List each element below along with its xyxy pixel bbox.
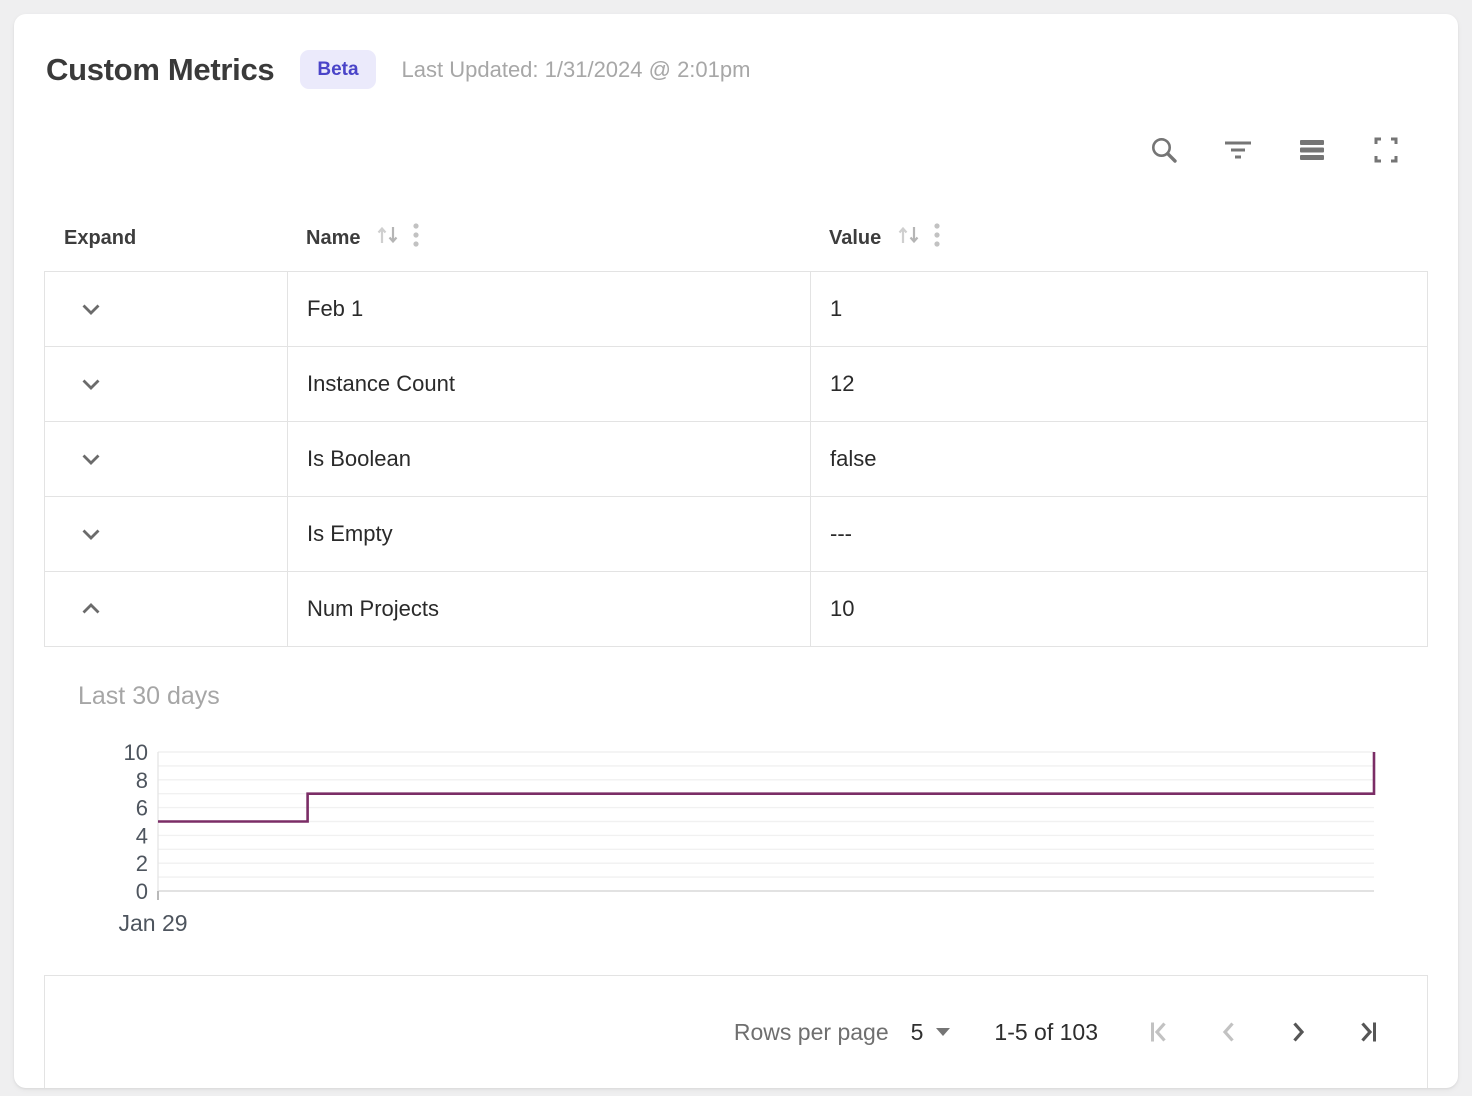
sort-arrows-icon[interactable] bbox=[375, 223, 401, 253]
table-row: Instance Count 12 bbox=[45, 347, 1427, 422]
last-30-days-chart: 0 2 4 6 8 10 Jan 29 bbox=[102, 736, 1388, 952]
table-row: Is Empty --- bbox=[45, 497, 1427, 572]
column-header-name-label: Name bbox=[306, 226, 361, 249]
density-icon[interactable] bbox=[1296, 134, 1328, 166]
toolbar bbox=[1148, 134, 1402, 166]
table-row: Num Projects 10 bbox=[45, 572, 1427, 647]
metric-step-line bbox=[158, 752, 1376, 823]
first-page-icon[interactable] bbox=[1146, 1018, 1174, 1046]
table-row: Is Boolean false bbox=[45, 422, 1427, 497]
pagination-controls bbox=[1146, 1018, 1381, 1046]
row-name-cell: Feb 1 bbox=[287, 272, 810, 346]
y-tick-label: 6 bbox=[136, 796, 148, 821]
column-menu-icon[interactable] bbox=[931, 219, 943, 257]
filter-icon[interactable] bbox=[1222, 134, 1254, 166]
y-tick-label: 4 bbox=[136, 823, 148, 848]
y-tick-label: 10 bbox=[124, 740, 148, 765]
previous-page-icon[interactable] bbox=[1215, 1018, 1243, 1046]
x-tick-label: Jan 29 bbox=[118, 910, 187, 936]
y-tick-label: 8 bbox=[136, 768, 148, 793]
collapse-row-icon[interactable] bbox=[77, 595, 105, 623]
table-header-row: Expand Name Value bbox=[44, 205, 1428, 272]
row-name-cell: Is Empty bbox=[287, 497, 810, 571]
fullscreen-icon[interactable] bbox=[1370, 134, 1402, 166]
y-tick-label: 2 bbox=[136, 851, 148, 876]
custom-metrics-card: Custom Metrics Beta Last Updated: 1/31/2… bbox=[14, 14, 1458, 1088]
chart-title: Last 30 days bbox=[78, 682, 220, 710]
column-header-name[interactable]: Name bbox=[287, 219, 810, 257]
pagination-range-label: 1-5 of 103 bbox=[994, 1018, 1098, 1045]
row-name-cell: Is Boolean bbox=[287, 422, 810, 496]
column-header-expand-label: Expand bbox=[64, 226, 137, 249]
dropdown-caret-icon bbox=[936, 1028, 951, 1036]
next-page-icon[interactable] bbox=[1284, 1018, 1312, 1046]
expand-row-icon[interactable] bbox=[77, 445, 105, 473]
column-header-value-label: Value bbox=[829, 226, 882, 249]
row-name-cell: Instance Count bbox=[287, 347, 810, 421]
row-value-cell: --- bbox=[810, 497, 1427, 571]
rows-per-page-value: 5 bbox=[910, 1018, 924, 1045]
last-updated-text: Last Updated: 1/31/2024 @ 2:01pm bbox=[401, 56, 751, 82]
column-header-value[interactable]: Value bbox=[810, 219, 1428, 257]
sort-arrows-icon[interactable] bbox=[896, 223, 922, 253]
expand-row-icon[interactable] bbox=[77, 520, 105, 548]
expand-row-icon[interactable] bbox=[77, 370, 105, 398]
rows-per-page-label: Rows per page bbox=[733, 1018, 889, 1045]
y-tick-label: 0 bbox=[136, 879, 148, 904]
row-name-cell: Num Projects bbox=[287, 572, 810, 646]
last-page-icon[interactable] bbox=[1353, 1018, 1381, 1046]
pagination-footer: Rows per page 5 1-5 of 103 bbox=[44, 975, 1428, 1088]
chart-svg: 0 2 46 8 10 Jan 29 bbox=[118, 740, 1376, 936]
row-value-cell: false bbox=[810, 422, 1427, 496]
expand-row-icon[interactable] bbox=[77, 295, 105, 323]
rows-per-page-select[interactable]: 5 bbox=[911, 1019, 951, 1046]
column-menu-icon[interactable] bbox=[410, 219, 422, 257]
header: Custom Metrics Beta Last Updated: 1/31/2… bbox=[46, 50, 750, 89]
row-value-cell: 1 bbox=[810, 272, 1427, 346]
row-value-cell: 12 bbox=[810, 347, 1427, 421]
column-header-expand: Expand bbox=[44, 227, 287, 250]
search-icon[interactable] bbox=[1148, 134, 1180, 166]
table-body: Feb 1 1 Instance Count 12 Is Boolean false Is … bbox=[44, 272, 1428, 647]
page-title: Custom Metrics bbox=[46, 51, 275, 87]
beta-badge: Beta bbox=[300, 50, 376, 89]
row-value-cell: 10 bbox=[810, 572, 1427, 646]
